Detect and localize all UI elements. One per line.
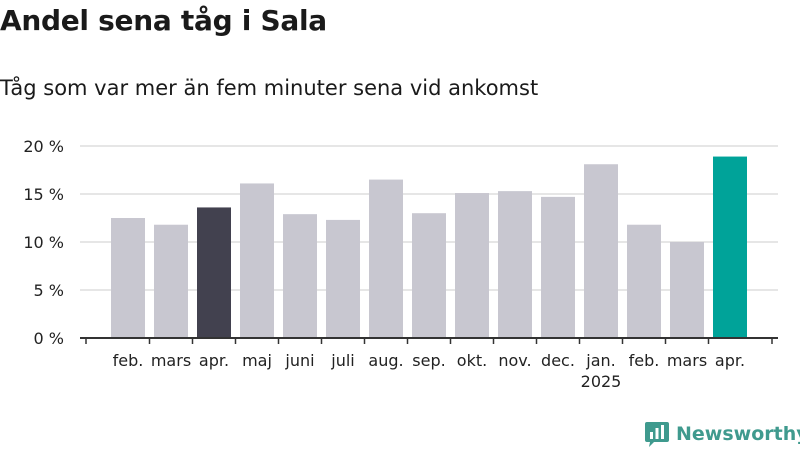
x-tick-label: jan.	[585, 351, 615, 370]
bar	[240, 183, 274, 338]
bar	[412, 213, 446, 338]
bar	[154, 224, 188, 338]
brand-name: Newsworthy	[676, 423, 800, 445]
chart-title: Andel sena tåg i Sala	[0, 4, 327, 37]
bar	[197, 207, 231, 338]
newsworthy-chart-icon	[645, 422, 669, 447]
chart-subtitle: Tåg som var mer än fem minuter sena vid …	[0, 76, 539, 100]
y-tick-label: 20 %	[23, 137, 64, 156]
y-tick-label: 15 %	[23, 185, 64, 204]
bar	[369, 179, 403, 338]
x-tick-label: dec.	[541, 351, 575, 370]
x-tick-label: okt.	[457, 351, 487, 370]
x-tick-label: apr.	[199, 351, 229, 370]
bar	[498, 191, 532, 338]
bar	[541, 196, 575, 338]
x-tick-label: aug.	[368, 351, 403, 370]
y-tick-label: 5 %	[34, 281, 64, 300]
bar	[670, 242, 704, 338]
brand-logo: Newsworthy	[644, 420, 800, 448]
bar	[627, 224, 661, 338]
bar	[713, 156, 747, 338]
x-tick-label: juli	[330, 351, 354, 370]
y-tick-label: 10 %	[23, 233, 64, 252]
bar	[111, 218, 145, 338]
x-tick-label: nov.	[498, 351, 531, 370]
x-tick-label: mars	[151, 351, 191, 370]
x-tick-label: apr.	[715, 351, 745, 370]
x-tick-label: mars	[667, 351, 707, 370]
bar	[326, 219, 360, 338]
x-tick-label: maj	[242, 351, 272, 370]
x-tick-label: feb.	[113, 351, 144, 370]
y-tick-label: 0 %	[34, 329, 64, 348]
bar	[455, 193, 489, 338]
x-tick-label: juni	[284, 351, 314, 370]
x-tick-label: sep.	[412, 351, 445, 370]
x-year-label: 2025	[581, 372, 622, 391]
x-tick-label: feb.	[629, 351, 660, 370]
bar	[584, 164, 618, 338]
bar	[283, 214, 317, 338]
